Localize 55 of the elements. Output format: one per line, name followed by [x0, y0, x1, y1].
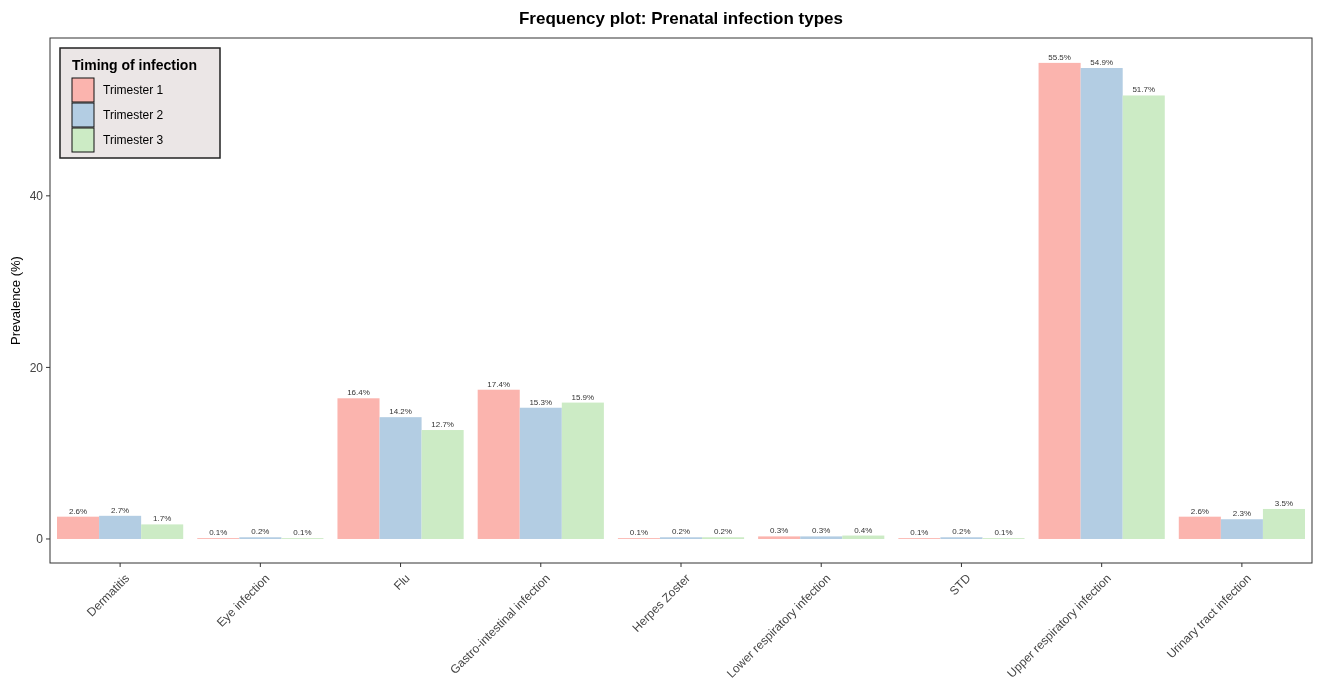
bar — [99, 515, 142, 539]
data-label: 15.9% — [571, 392, 595, 402]
data-label: 2.6% — [68, 506, 88, 516]
y-tick-label: 40 — [29, 189, 44, 204]
y-tick-label: 0 — [36, 532, 44, 547]
data-label: 0.2% — [952, 527, 971, 537]
data-label: 16.4% — [347, 388, 370, 398]
data-label: 0.3% — [770, 526, 789, 536]
data-label: 1.7% — [153, 514, 172, 524]
data-label: 3.5% — [1274, 498, 1294, 508]
bar — [477, 389, 520, 539]
data-label: 14.2% — [389, 407, 412, 417]
data-label: 2.7% — [110, 505, 130, 515]
data-label: 0.3% — [812, 526, 831, 536]
chart-title: Frequency plot: Prenatal infection types — [518, 9, 844, 28]
y-axis-title: Prevalence (%) — [8, 256, 23, 345]
bar — [141, 524, 184, 539]
bar — [337, 398, 380, 539]
bar — [1262, 508, 1305, 539]
bar — [1122, 95, 1165, 539]
data-label: 0.1% — [994, 528, 1013, 538]
data-label: 0.1% — [293, 528, 312, 538]
x-tick-label: Flu — [390, 571, 413, 593]
bar — [519, 407, 562, 539]
bar — [1220, 519, 1263, 539]
bar — [1038, 62, 1081, 539]
data-label: 0.1% — [910, 528, 929, 538]
bar — [1080, 68, 1123, 539]
data-label: 0.1% — [629, 528, 649, 538]
data-label: 54.9% — [1090, 58, 1114, 68]
bar — [1178, 516, 1221, 539]
x-tick-label: STD — [946, 570, 974, 599]
data-label: 2.6% — [1190, 506, 1209, 516]
bar — [758, 536, 801, 539]
data-label: 51.7% — [1132, 85, 1156, 95]
legend-title: Timing of infection — [72, 57, 197, 73]
data-label: 0.1% — [209, 528, 228, 538]
data-label: 55.5% — [1048, 52, 1071, 62]
bar — [421, 430, 464, 539]
data-label: 17.4% — [487, 379, 511, 389]
bar — [561, 402, 604, 539]
data-label: 15.3% — [529, 397, 553, 407]
data-label: 0.2% — [713, 527, 733, 537]
data-label: 0.2% — [671, 527, 691, 537]
bar — [379, 417, 422, 539]
legend-label: Trimester 1 — [103, 83, 164, 98]
data-label: 0.2% — [251, 527, 270, 537]
data-label: 2.3% — [1232, 509, 1252, 519]
y-tick-label: 20 — [29, 360, 44, 375]
legend-label: Trimester 3 — [103, 133, 164, 148]
data-label: 12.7% — [431, 420, 454, 430]
bar — [800, 536, 843, 539]
data-label: 0.4% — [854, 525, 873, 535]
bar — [57, 516, 100, 539]
legend-label: Trimester 2 — [103, 108, 164, 123]
